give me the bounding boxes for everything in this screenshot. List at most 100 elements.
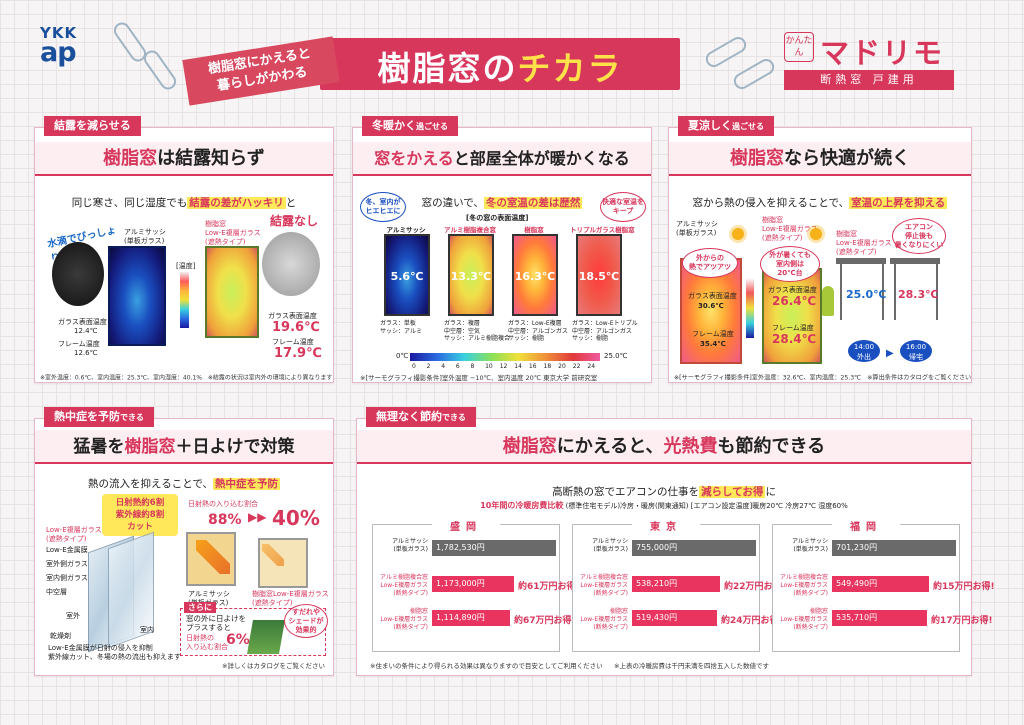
savings-lead: 高断熱の窓でエアコンの仕事を 減らしてお得に <box>552 486 776 498</box>
savings-subtitle: 10年間の冷暖房費比較 (標準住宅モデル)冷房・暖房(関東通知) [エアコン設定… <box>480 501 848 510</box>
paperclip-icon <box>702 34 750 70</box>
winter-scale-tick: 18 <box>543 363 552 370</box>
glass-temp-label-right: ガラス表面温度 <box>268 312 317 320</box>
winter-thermal-image <box>512 234 558 316</box>
summer-glass-temp-l: 30.6℃ <box>698 302 724 310</box>
condensation-note: ※室外温度：0.6℃、室内温度：25.3℃、室内湿度：40.1% ※結露の状況は… <box>40 373 333 382</box>
glass-layer-label: 室外側ガラス <box>46 560 88 568</box>
city-cost-bar: 549,490円 <box>832 576 929 592</box>
summer-resin-thermal <box>762 268 822 364</box>
ratio-alu: 88% <box>208 512 242 528</box>
city-saving: 約17万円お得! <box>931 616 993 626</box>
winter-scale-tick: 22 <box>572 363 581 370</box>
winter-window-name: 樹脂窓 <box>524 226 544 234</box>
frame-temp-label-right: フレーム温度 <box>272 338 314 346</box>
winter-tag: 冬暖かく過ごせる <box>362 116 458 136</box>
main-title-banner <box>320 38 680 90</box>
winter-window-name: トリプルガラス樹脂窓 <box>570 226 635 234</box>
glass-temp-right: 19.6℃ <box>272 320 320 335</box>
house-wall <box>894 264 896 320</box>
winter-scale-tick: 12 <box>499 363 508 370</box>
sun-icon <box>732 228 744 240</box>
kantan-badge: かんたん <box>784 32 814 62</box>
city-row-label: アルミサッシ (単板ガラス) <box>792 538 828 553</box>
ratio-resin: 40% <box>272 506 320 530</box>
heatstroke-lead: 熱の流入を抑えることで、 熱中症を予防 <box>88 478 280 490</box>
city-cost-bar: 519,430円 <box>632 610 717 626</box>
condensation-lead: 同じ寒さ、同じ湿度でも 結露の差がハッキリと <box>71 197 297 209</box>
savings-note-a: ※住まいの条件により得られる効果は異なりますので目安としてご利用ください <box>370 662 603 670</box>
resin-thermal-image <box>205 246 259 338</box>
heatstroke-tag: 熱中症を予防できる <box>44 407 154 427</box>
house-roof-right <box>890 258 940 264</box>
city-cost-bar: 1,114,890円 <box>432 610 510 626</box>
summer-lead: 窓から熱の侵入を抑えることで、 室温の上昇を抑える <box>692 197 948 209</box>
summer-glass-label-l: ガラス表面温度 <box>688 292 737 300</box>
winter-scale-tick: 14 <box>514 363 522 370</box>
winter-thermal-image <box>576 234 622 316</box>
winter-window-name: アルミ樹脂複合窓 <box>444 226 496 234</box>
sun-icon <box>810 228 822 240</box>
city-row-label: アルミ樹脂複合窓 Low-E複層ガラス (断熱タイプ) <box>580 574 628 597</box>
city-cost-bar: 701,230円 <box>832 540 956 556</box>
ykk-ap-logo: YKK ap <box>40 24 78 69</box>
summer-resin-label-right: 樹脂窓 Low-E複層ガラス (遮熱タイプ) <box>836 230 892 256</box>
summer-frame-label-m: フレーム温度 <box>772 324 814 332</box>
cold-bubble: 冬、室内が ヒエヒエに <box>360 192 406 222</box>
winter-heading: 窓をかえると部屋全体が暖かくなる <box>353 142 651 176</box>
winter-scale-tick: 20 <box>558 363 566 370</box>
winter-scale-tick: 8 <box>470 363 475 370</box>
scale-min: 0℃ <box>396 352 409 360</box>
city-saving: 約67万円お得! <box>514 616 576 626</box>
winter-window-spec: ガラス：単板 サッシ：アルミ <box>380 320 422 335</box>
city-saving: 約15万円お得! <box>933 582 995 592</box>
outdoor-label: 室外 <box>66 612 80 620</box>
ratio-title: 日射熱の入り込む割合 <box>188 500 258 508</box>
glass-layer-label: Low-E複層ガラス (遮熱タイプ) <box>46 526 102 543</box>
summer-alu-label: アルミサッシ (単板ガラス) <box>676 220 718 237</box>
wet-window-photo <box>52 242 104 306</box>
shade-ratio: 6% <box>226 632 250 648</box>
resin-window-label: 樹脂窓Low-E複層ガラス (遮熱タイプ) <box>252 590 329 607</box>
dry-label: 結露なし <box>270 214 319 228</box>
person-icon <box>822 286 834 316</box>
house-wall <box>882 264 884 320</box>
lowe-caption: Low-E金属膜が日射の侵入を抑制 紫外線カット、冬場の熱の流出も抑えます <box>48 644 181 661</box>
city-row-label: 樹脂窓 Low-E複層ガラス (断熱タイプ) <box>580 608 628 631</box>
paperclip-icon <box>730 56 778 92</box>
city-row-label: 樹脂窓 Low-E複層ガラス (断熱タイプ) <box>380 608 428 631</box>
savings-tag: 無理なく節約できる <box>366 407 476 427</box>
city-cost-bar: 535,710円 <box>832 610 927 626</box>
condensation-tag: 結露を減らせる <box>44 116 141 136</box>
paperclip-icon <box>140 47 180 93</box>
temp-scale-bar <box>180 272 189 328</box>
winter-scale-tick: 10 <box>485 363 493 370</box>
glass-temp-label-left: ガラス表面温度 <box>58 318 107 326</box>
city-cost-bar: 755,000円 <box>632 540 756 556</box>
city-title: 福岡 <box>832 518 900 533</box>
city-row-label: アルミサッシ (単板ガラス) <box>392 538 428 553</box>
winter-window-name: アルミサッシ <box>386 226 426 234</box>
shade-bubble: すだれや シェードが 効果的 <box>284 604 328 638</box>
shade-ratio-label: 日射熱の 入り込む割合 <box>186 634 228 651</box>
city-cost-bar: 1,173,000円 <box>432 576 514 592</box>
summer-tag: 夏涼しく過ごせる <box>678 116 774 136</box>
house-wall <box>936 264 938 320</box>
shade-box <box>180 608 326 656</box>
main-title: 樹脂窓のチカラ <box>377 49 623 88</box>
winter-window-temp: 18.5℃ <box>578 270 620 283</box>
scale-max: 25.0℃ <box>604 352 628 360</box>
city-row-label: アルミ樹脂複合窓 Low-E複層ガラス (断熱タイプ) <box>780 574 828 597</box>
winter-window-spec: ガラス：Low-E複層 中空層：アルゴンガス サッシ：樹脂 <box>508 320 568 342</box>
summer-frame-temp-m: 28.4℃ <box>772 332 817 346</box>
city-title: 東京 <box>632 518 700 533</box>
time-badge-right: 16:00 帰宅 <box>900 340 932 362</box>
winter-window-temp: 13.3℃ <box>450 270 492 283</box>
summer-resin-label: 樹脂窓 Low-E複層ガラス (遮熱タイプ) <box>762 216 818 242</box>
product-subtitle: 断熱窓 戸建用 <box>784 70 954 90</box>
winter-window-temp: 5.6℃ <box>390 270 424 283</box>
time-badge-left: 14:00 外出 <box>848 340 880 362</box>
heat-bubble: 外からの 熱でアツアツ <box>682 248 738 278</box>
cool-bubble: 外が暑くても 室内側は 20℃台 <box>760 246 820 282</box>
tagline-tape: 樹脂窓にかえると 暮らしがかわる <box>182 36 340 106</box>
